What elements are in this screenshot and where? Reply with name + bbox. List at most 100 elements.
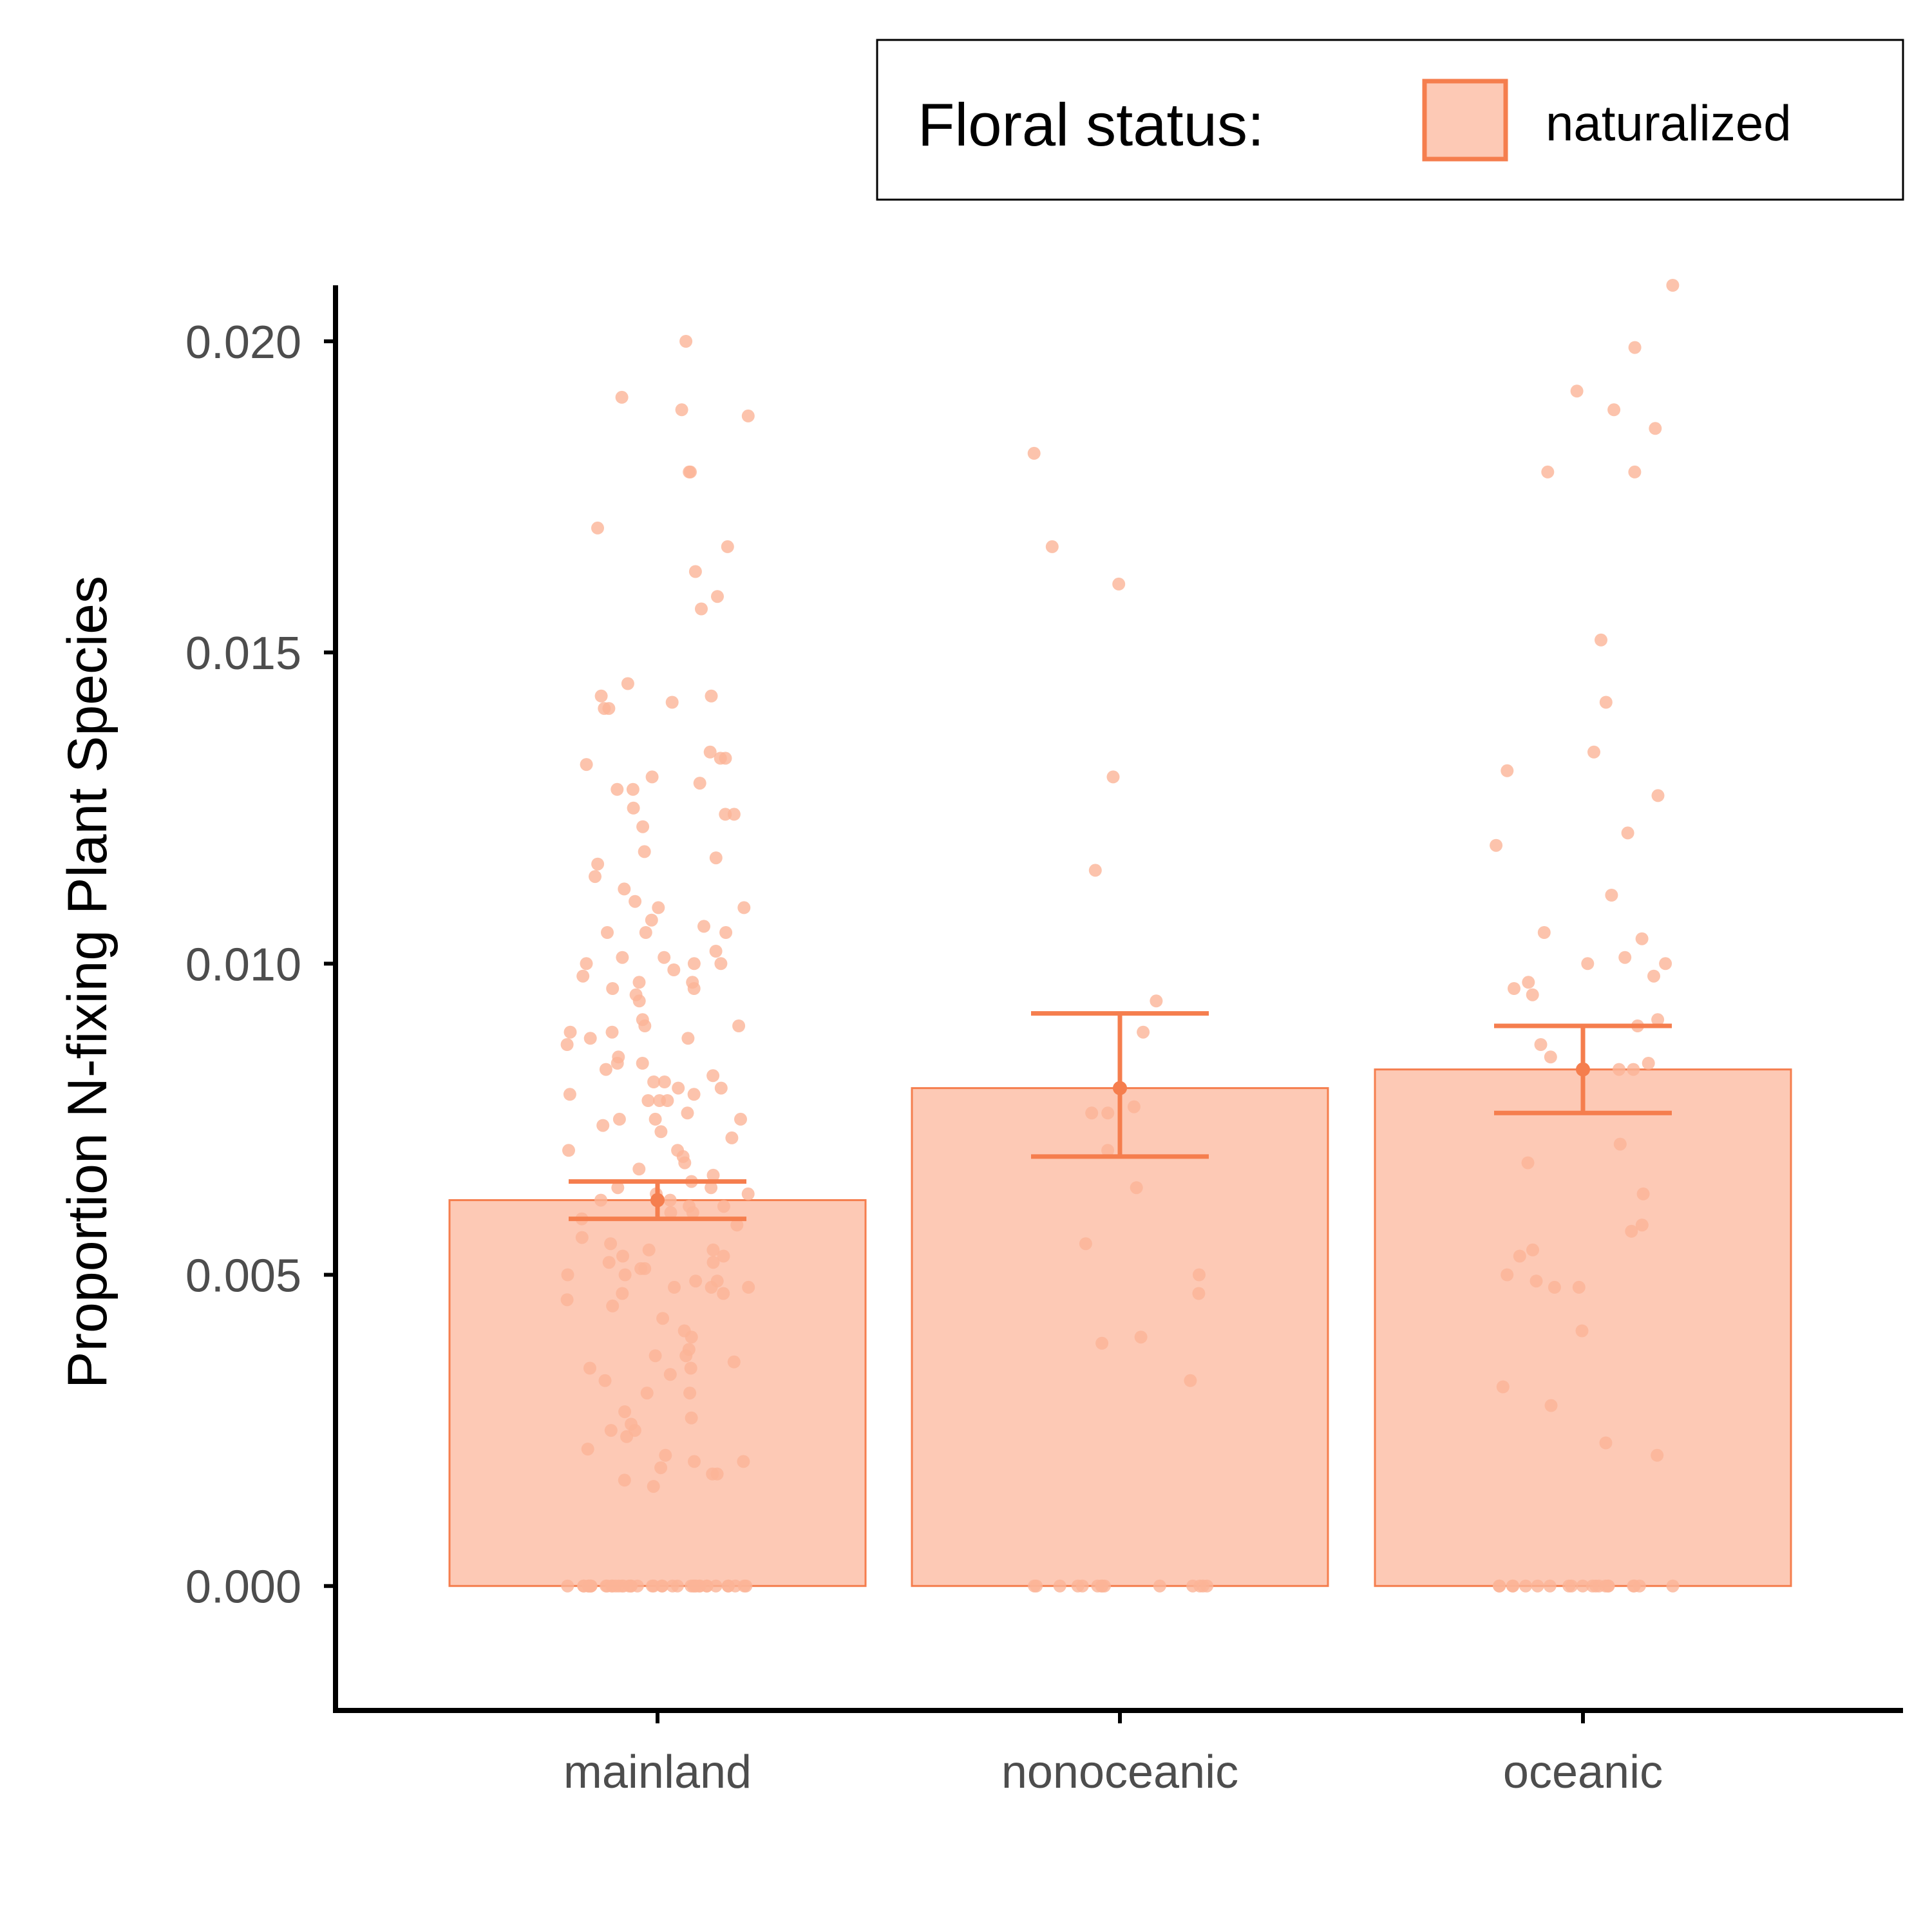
point-oceanic — [1508, 982, 1520, 995]
point-mainland — [594, 1193, 607, 1207]
point-mainland — [658, 1075, 671, 1088]
point-oceanic — [1544, 1399, 1558, 1412]
point-nonoceanic — [1088, 864, 1102, 877]
point-mainland — [734, 1112, 747, 1126]
point-mainland — [642, 1243, 656, 1256]
point-oceanic — [1506, 1579, 1520, 1593]
point-nonoceanic — [1186, 1579, 1200, 1593]
y-tick-label: 0.005 — [185, 1251, 301, 1302]
point-nonoceanic — [1079, 1237, 1092, 1251]
point-mainland — [625, 1579, 638, 1593]
point-oceanic — [1496, 1380, 1510, 1394]
point-mainland — [714, 1081, 728, 1095]
point-mainland — [583, 1032, 597, 1045]
point-mainland — [632, 994, 646, 1008]
point-nonoceanic — [1137, 1025, 1150, 1039]
bar-mainland — [448, 1199, 867, 1587]
point-mainland — [649, 1349, 662, 1363]
point-oceanic — [1587, 745, 1600, 759]
point-mainland — [681, 1106, 694, 1120]
point-nonoceanic — [1130, 1181, 1143, 1195]
point-mainland — [632, 976, 646, 989]
point-mainland — [672, 1081, 685, 1095]
point-mainland — [689, 1274, 703, 1288]
y-tick-label: 0.010 — [185, 939, 301, 990]
point-mainland — [700, 1579, 714, 1593]
point-mainland — [687, 982, 701, 995]
point-oceanic — [1526, 1243, 1539, 1256]
point-oceanic — [1541, 465, 1555, 478]
point-oceanic — [1576, 1579, 1589, 1593]
point-mainland — [703, 745, 717, 759]
point-oceanic — [1647, 969, 1660, 983]
point-mainland — [705, 1181, 718, 1195]
point-nonoceanic — [1027, 446, 1041, 460]
x-tick-label-mainland: mainland — [564, 1747, 752, 1798]
point-mainland — [562, 1144, 575, 1157]
point-oceanic — [1599, 1436, 1613, 1450]
point-oceanic — [1649, 422, 1662, 435]
point-mainland — [611, 782, 624, 796]
point-mainland — [638, 1019, 652, 1032]
point-mainland — [678, 1156, 692, 1170]
point-nonoceanic — [1193, 1268, 1206, 1282]
point-mainland — [705, 1280, 718, 1294]
point-oceanic — [1635, 1218, 1649, 1232]
point-mainland — [618, 1405, 632, 1419]
y-tick-label: 0.015 — [185, 628, 301, 679]
point-mainland — [656, 1312, 670, 1325]
point-mainland — [647, 1480, 660, 1493]
point-oceanic — [1651, 1448, 1664, 1462]
point-mainland — [589, 870, 601, 884]
mean-point-nonoceanic — [1113, 1081, 1127, 1095]
point-nonoceanic — [1153, 1579, 1166, 1593]
point-oceanic — [1548, 1280, 1561, 1294]
point-mainland — [675, 403, 688, 417]
point-oceanic — [1521, 1156, 1535, 1170]
bar-nonoceanic — [911, 1087, 1329, 1587]
point-mainland — [639, 926, 652, 939]
point-mainland — [583, 1361, 596, 1375]
point-mainland — [688, 565, 702, 578]
point-mainland — [616, 1287, 629, 1300]
point-mainland — [714, 752, 727, 765]
point-nonoceanic — [1134, 1331, 1148, 1344]
point-mainland — [626, 782, 639, 796]
point-oceanic — [1605, 889, 1618, 902]
point-oceanic — [1642, 1057, 1655, 1070]
point-mainland — [609, 1579, 623, 1593]
point-mainland — [616, 1249, 629, 1263]
point-mainland — [581, 1443, 594, 1456]
point-nonoceanic — [1192, 1287, 1206, 1300]
point-mainland — [725, 1131, 739, 1144]
point-mainland — [668, 1280, 681, 1294]
point-mainland — [737, 901, 751, 914]
point-nonoceanic — [1053, 1579, 1066, 1593]
point-mainland — [683, 1387, 697, 1400]
x-tick-label-nonoceanic: nonoceanic — [1001, 1747, 1238, 1798]
point-mainland — [636, 820, 650, 833]
point-mainland — [706, 1256, 720, 1269]
point-mainland — [706, 1069, 720, 1083]
point-mainland — [681, 1032, 695, 1045]
point-mainland — [632, 1162, 646, 1176]
point-oceanic — [1595, 633, 1607, 647]
point-mainland — [714, 957, 728, 971]
point-nonoceanic — [1197, 1579, 1209, 1593]
point-oceanic — [1570, 384, 1584, 398]
point-mainland — [611, 1057, 624, 1070]
y-tick-label: 0.020 — [185, 317, 301, 368]
point-nonoceanic — [1085, 1106, 1099, 1120]
point-mainland — [659, 1448, 672, 1462]
point-mainland — [620, 1430, 634, 1443]
point-oceanic — [1526, 988, 1539, 1001]
point-mainland — [629, 895, 642, 908]
point-oceanic — [1562, 1579, 1576, 1593]
point-mainland — [636, 1057, 649, 1070]
point-mainland — [594, 689, 608, 703]
point-mainland — [591, 857, 605, 871]
point-oceanic — [1628, 341, 1642, 354]
point-mainland — [706, 1168, 720, 1182]
point-mainland — [730, 1218, 744, 1232]
